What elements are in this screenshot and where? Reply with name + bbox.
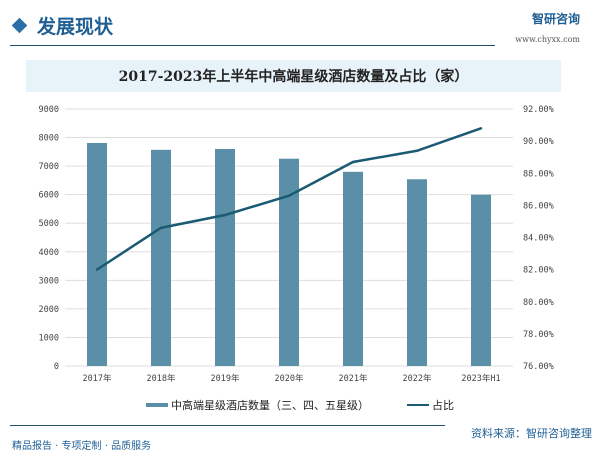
bar [407,179,427,366]
x-tick-label: 2018年 [147,373,176,384]
brand-name: 智研咨询 [531,12,580,26]
y-left-tick-label: 2000 [39,305,59,315]
line-point [415,149,419,152]
line-point [95,268,99,271]
y-left-tick-label: 6000 [39,191,59,201]
bar [343,171,363,366]
section-title: 发展现状 [37,16,114,38]
x-tick-label: 2020年 [275,373,304,384]
footer-divider [10,425,445,426]
bar [279,158,299,366]
footer-slogan: 精品报告 · 专项定制 · 品质服务 [12,441,152,452]
line-point [159,226,163,230]
y-right-tick-label: 78.00% [523,330,554,340]
legend-label: 占比 [432,399,454,412]
y-left-tick-label: 0 [54,362,59,372]
bar [151,149,171,366]
y-left-tick-label: 4000 [39,248,59,258]
line-point [223,213,227,217]
y-right-tick-label: 86.00% [523,201,554,211]
line-point [287,194,291,197]
y-left-tick-label: 1000 [39,333,59,343]
bar [471,194,491,366]
y-left-tick-label: 9000 [39,105,59,115]
y-left-tick-label: 8000 [39,134,59,144]
brand-url: www.chyxx.com [515,35,580,44]
y-left-tick-label: 5000 [39,219,59,229]
brand-logo: 智研咨询 www.chyxx.com [515,10,580,44]
bar [87,142,107,366]
source-note: 资料来源：智研咨询整理 [471,427,592,440]
chart-title: 2017-2023年上半年中高端星级酒店数量及占比（家） [118,69,469,85]
line-point [351,160,355,164]
y-right-tick-label: 80.00% [523,298,554,308]
y-right-tick-label: 92.00% [523,105,554,115]
y-left-tick-label: 7000 [39,162,59,172]
chart: 0 1000 2000 3000 4000 5000 6000 7000 8000 9000 76.… [39,105,554,384]
y-right-tick-label: 76.00% [523,362,554,372]
y-right-tick-label: 88.00% [523,169,554,179]
y-right-tick-label: 90.00% [523,137,554,147]
legend-item-line: 占比 [407,397,454,413]
y-right-tick-label: 84.00% [523,234,554,244]
chart-title-box: 2017-2023年上半年中高端星级酒店数量及占比（家） [26,60,561,92]
line-point [479,127,483,130]
x-tick-label: 2017年 [83,373,112,384]
x-tick-label: 2021年 [339,373,368,384]
x-tick-label: 2019年 [211,373,240,384]
section-header: 发展现状 [11,12,114,39]
x-tick-label: 2023年H1 [461,373,500,384]
legend-item-bar: 中高端星级酒店数量（三、四、五星级） [146,397,369,413]
bar [215,148,235,366]
legend: 中高端星级酒店数量（三、四、五星级） 占比 [0,397,600,413]
header-divider [10,45,495,46]
x-tick-label: 2022年 [403,373,432,384]
legend-label: 中高端星级酒店数量（三、四、五星级） [171,399,369,412]
y-right-tick-label: 82.00% [523,266,554,276]
y-left-tick-label: 3000 [39,276,59,286]
